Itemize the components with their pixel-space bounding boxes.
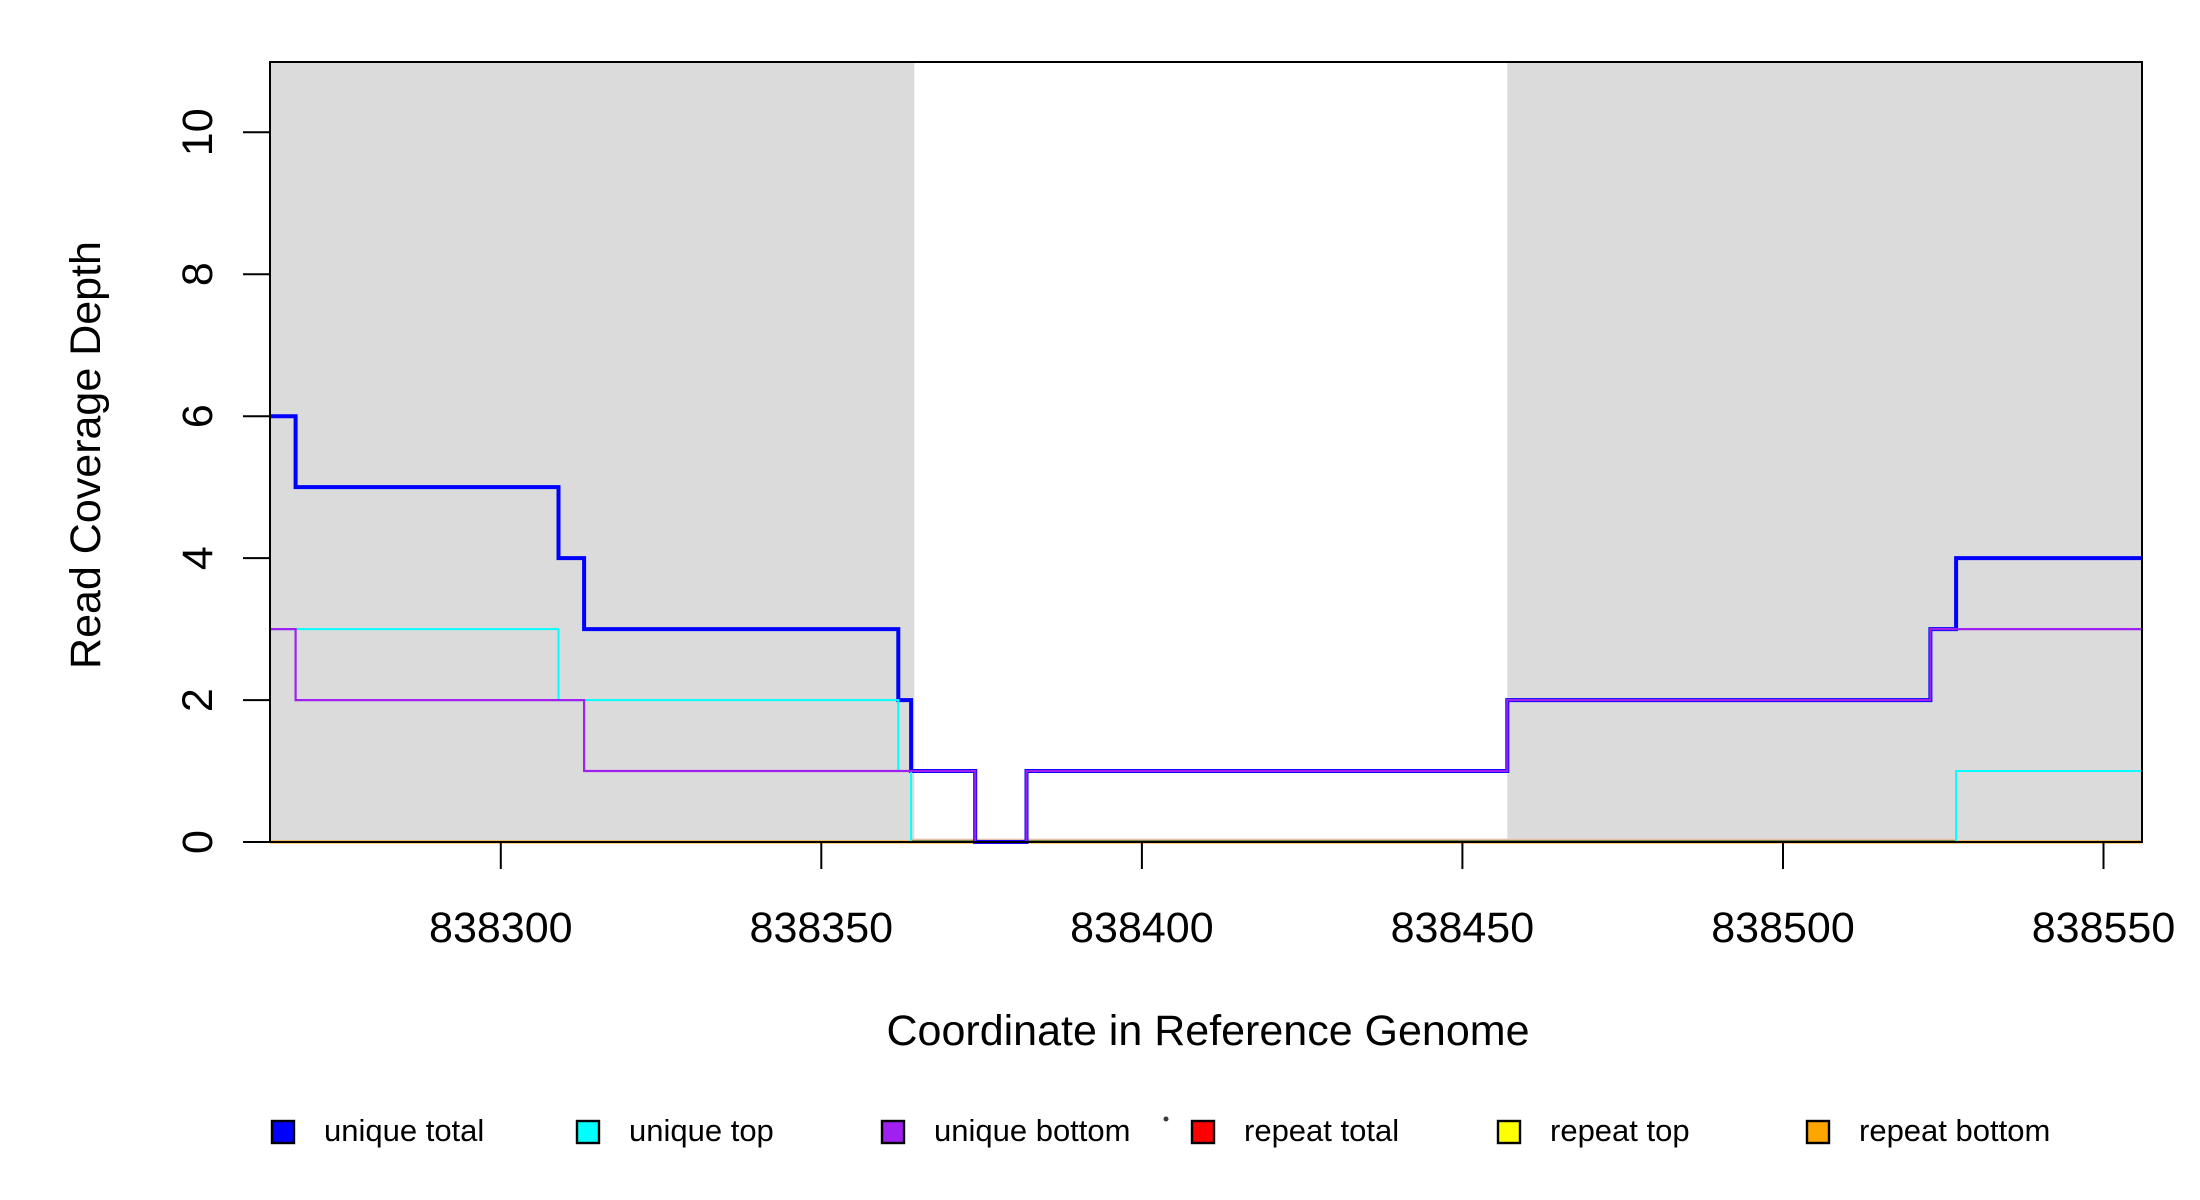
legend-label: repeat total	[1244, 1113, 1399, 1148]
legend-label: unique total	[324, 1113, 484, 1148]
y-tick-label: 6	[174, 404, 222, 428]
axes-layer: 838300 838350 838400 838450 838500 838550 0 2 4 6…	[174, 108, 2175, 952]
y-tick-label: 0	[174, 830, 222, 854]
x-tick-label: 838450	[1391, 904, 1535, 952]
y-tick-label: 4	[174, 546, 222, 570]
x-tick-label: 838350	[750, 904, 894, 952]
legend-swatch	[1496, 1119, 1522, 1145]
x-tick-label: 838400	[1070, 904, 1214, 952]
legend-item: repeat total	[1190, 1113, 1399, 1148]
stray-dot	[1163, 1116, 1169, 1122]
shaded-regions-layer	[270, 62, 2142, 842]
legend-swatch	[880, 1119, 906, 1145]
legend-swatch	[270, 1119, 296, 1145]
y-tick-label: 2	[174, 688, 222, 712]
legend-swatch	[1805, 1119, 1831, 1145]
shaded-region	[1507, 62, 2142, 842]
legend-label: unique bottom	[934, 1113, 1130, 1148]
legend: unique total unique top unique bottom repea…	[270, 1113, 2050, 1148]
legend-item: repeat top	[1496, 1113, 1690, 1148]
legend-item: unique top	[575, 1113, 774, 1148]
legend-label: repeat bottom	[1859, 1113, 2050, 1148]
plot-frame-layer	[269, 61, 2143, 843]
x-tick-label: 838550	[2032, 904, 2176, 952]
legend-label: repeat top	[1550, 1113, 1690, 1148]
shaded-region	[270, 62, 915, 842]
plot-border	[269, 61, 2143, 843]
x-tick-label: 838500	[1711, 904, 1855, 952]
y-tick-label: 8	[174, 262, 222, 286]
x-axis-title: Coordinate in Reference Genome	[887, 1007, 1530, 1055]
y-tick-label: 10	[174, 108, 222, 156]
legend-item: unique total	[270, 1113, 484, 1148]
legend-label: unique top	[629, 1113, 774, 1148]
legend-item: repeat bottom	[1805, 1113, 2050, 1148]
legend-swatch	[1190, 1119, 1216, 1145]
legend-item: unique bottom	[880, 1113, 1130, 1148]
y-axis-title: Read Coverage Depth	[62, 241, 110, 669]
legend-swatch	[575, 1119, 601, 1145]
x-tick-label: 838300	[429, 904, 573, 952]
